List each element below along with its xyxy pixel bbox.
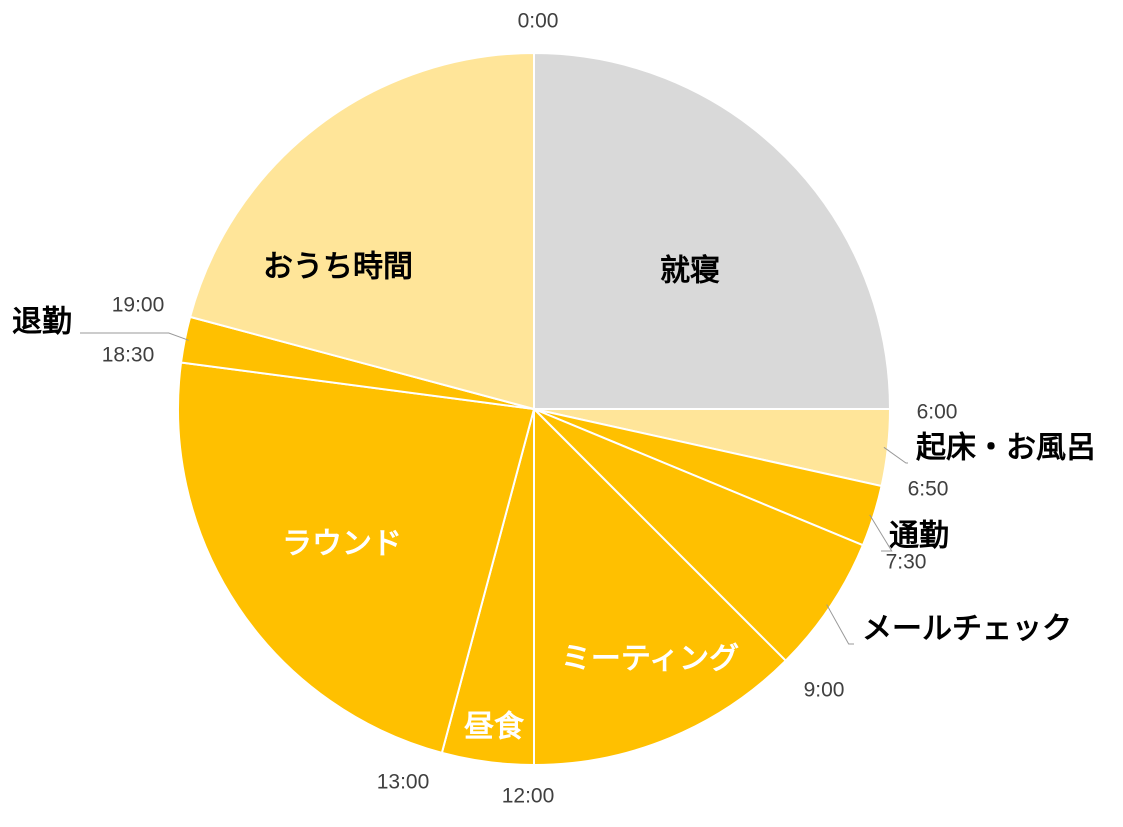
leader-line xyxy=(883,446,908,464)
pie-slice xyxy=(188,51,535,411)
pie-slice xyxy=(533,51,892,410)
slice-label: 昼食 xyxy=(464,710,525,745)
slice-label: おうち時間 xyxy=(263,250,413,285)
slice-label: 通勤 xyxy=(889,519,949,554)
time-label: 12:00 xyxy=(502,785,555,808)
leader-line xyxy=(826,604,854,645)
time-label: 7:30 xyxy=(886,551,927,574)
time-label: 0:00 xyxy=(518,10,559,33)
time-label: 6:00 xyxy=(917,401,958,424)
time-label: 13:00 xyxy=(377,771,430,794)
pie-slice xyxy=(533,408,865,663)
slice-label: 就寝 xyxy=(660,254,720,289)
time-label: 19:00 xyxy=(112,294,165,317)
slice-label: メールチェック xyxy=(862,612,1072,647)
slice-label: ミーティング xyxy=(561,642,739,677)
slice-label: ラウンド xyxy=(282,527,402,562)
leader-line xyxy=(869,514,893,552)
time-label: 18:30 xyxy=(102,344,155,367)
time-label: 6:50 xyxy=(908,478,949,501)
slice-label: 退勤 xyxy=(12,305,72,340)
pie-slice xyxy=(177,361,536,755)
pie-slice xyxy=(533,406,788,767)
time-label: 9:00 xyxy=(804,679,845,702)
slice-label: 起床・お風呂 xyxy=(916,431,1096,466)
leader-line xyxy=(80,332,189,341)
